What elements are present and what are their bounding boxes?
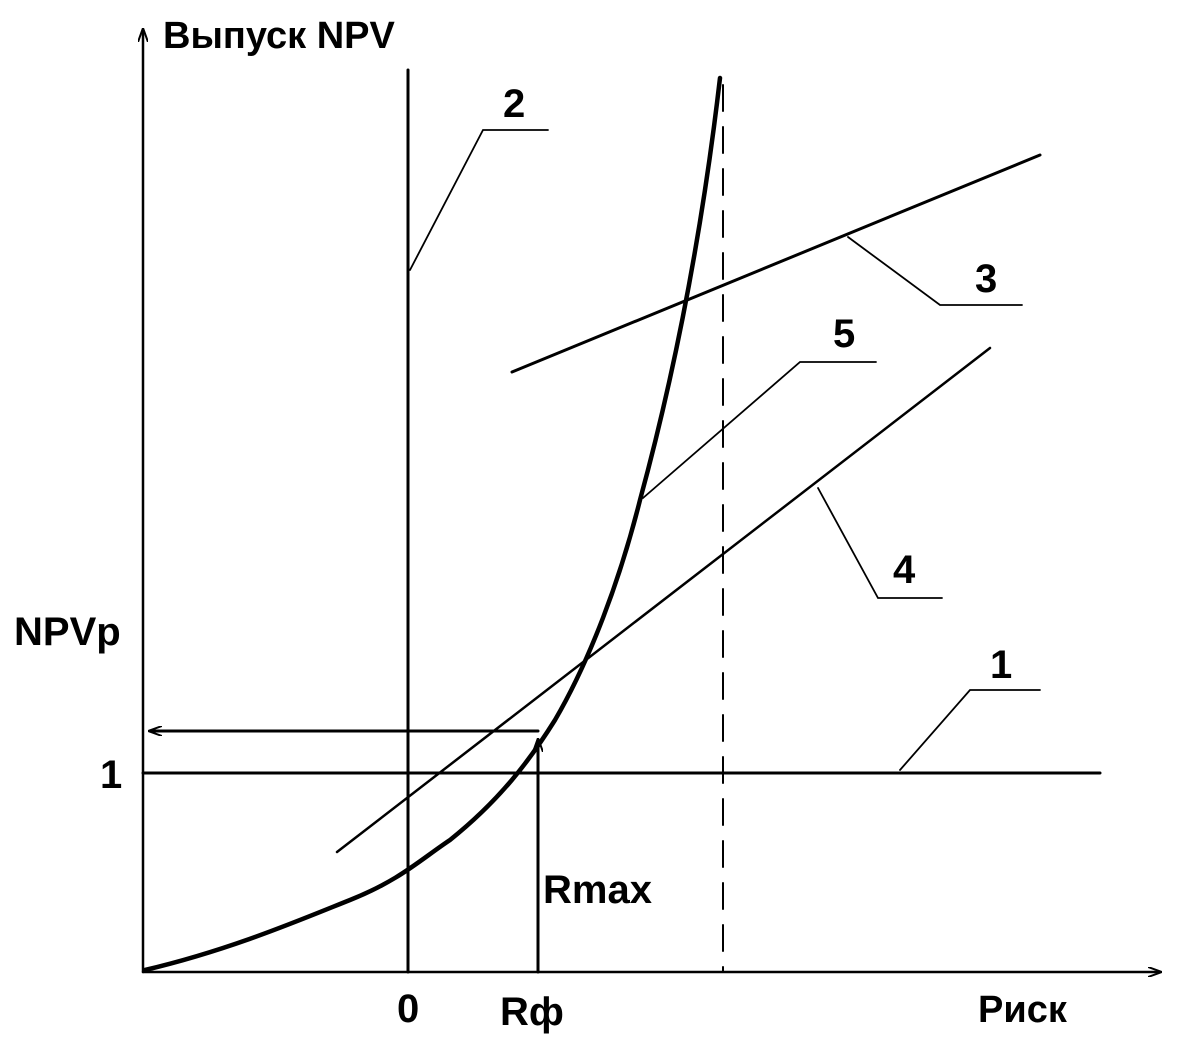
x-axis-title: Риск xyxy=(978,989,1068,1031)
y-axis-title: Выпуск NPV xyxy=(163,15,396,57)
leader-2 xyxy=(409,129,549,271)
curve-label-3: 3 xyxy=(975,257,997,301)
curve-5 xyxy=(142,75,723,973)
line-3 xyxy=(510,153,1042,374)
leader-4 xyxy=(817,487,943,599)
curve-label-5: 5 xyxy=(833,312,855,356)
leader-1 xyxy=(899,689,1041,771)
x-tick-zero-label: 0 xyxy=(397,987,419,1031)
x-tick-rf-label: Rф xyxy=(500,990,564,1034)
npvp-label: NPVp xyxy=(14,610,121,654)
leader-3 xyxy=(847,236,1023,306)
curve-label-4: 4 xyxy=(893,548,916,592)
line-4 xyxy=(335,346,992,854)
leader-5 xyxy=(642,361,877,499)
curve-label-1: 1 xyxy=(990,643,1012,687)
y-tick-one-label: 1 xyxy=(100,753,122,797)
curve-label-2: 2 xyxy=(503,82,525,126)
rmax-label: Rmax xyxy=(543,868,652,912)
